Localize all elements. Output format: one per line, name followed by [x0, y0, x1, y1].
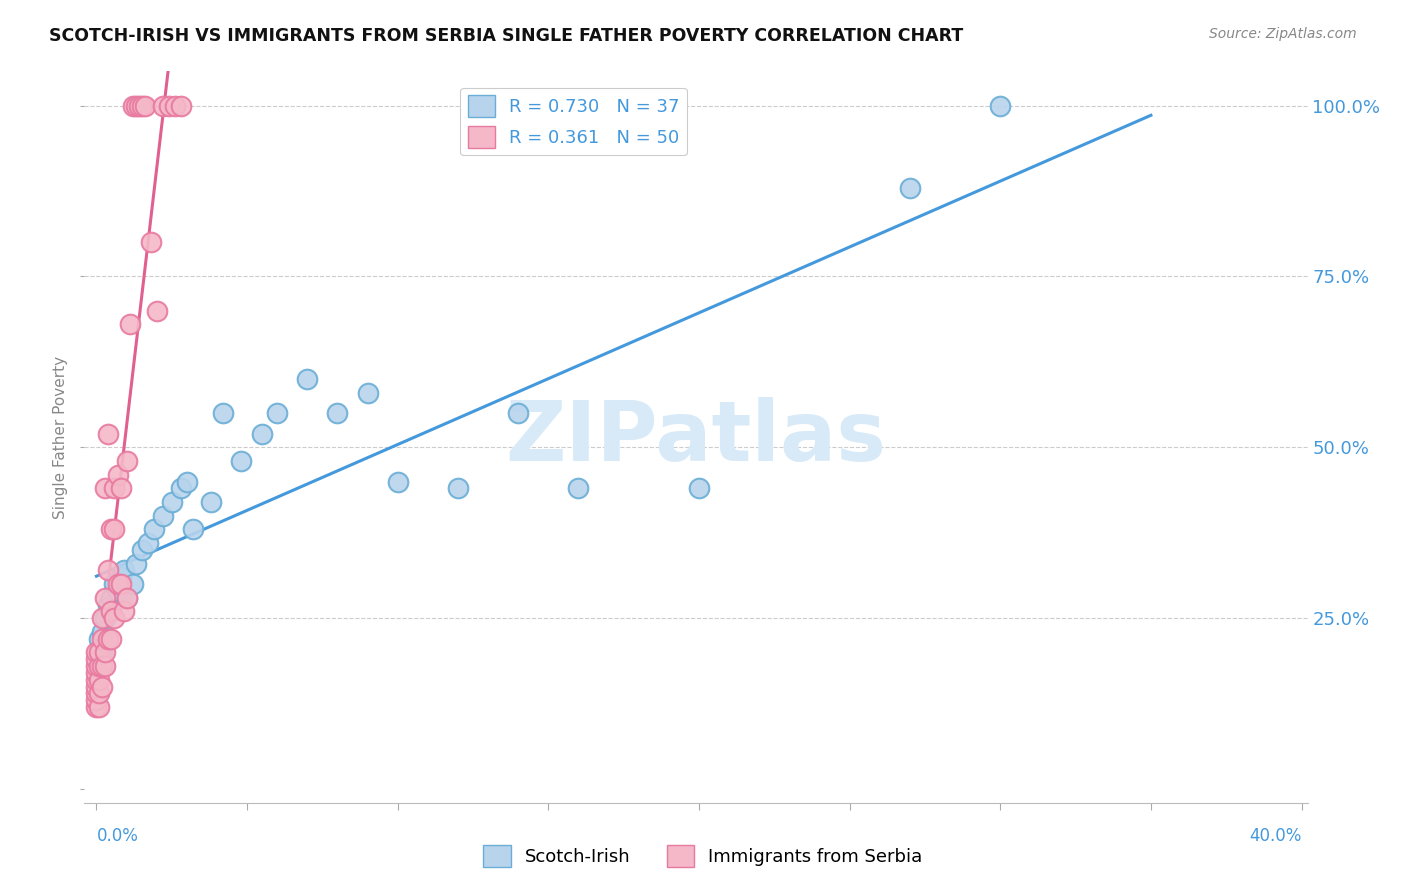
Point — [97, 426, 120, 441]
Point — [142, 522, 165, 536]
Point — [200, 495, 222, 509]
Point — [131, 98, 153, 112]
Point — [152, 508, 174, 523]
Point — [508, 406, 530, 420]
Point — [89, 659, 111, 673]
Point — [91, 611, 114, 625]
Text: SCOTCH-IRISH VS IMMIGRANTS FROM SERBIA SINGLE FATHER POVERTY CORRELATION CHART: SCOTCH-IRISH VS IMMIGRANTS FROM SERBIA S… — [49, 27, 963, 45]
Point — [94, 611, 117, 625]
Point — [86, 700, 108, 714]
Point — [229, 454, 252, 468]
Point — [170, 481, 193, 495]
Point — [94, 659, 117, 673]
Point — [115, 591, 138, 605]
Point — [100, 604, 122, 618]
Point — [115, 454, 138, 468]
Point — [688, 481, 710, 495]
Point — [326, 406, 349, 420]
Point — [447, 481, 470, 495]
Point — [988, 98, 1011, 112]
Point — [115, 591, 138, 605]
Point — [124, 557, 146, 571]
Point — [86, 652, 108, 666]
Point — [97, 632, 120, 646]
Point — [89, 686, 111, 700]
Point — [89, 673, 111, 687]
Point — [181, 522, 204, 536]
Point — [103, 522, 125, 536]
Point — [89, 632, 111, 646]
Point — [91, 680, 114, 694]
Point — [163, 98, 186, 112]
Text: 0.0%: 0.0% — [97, 827, 138, 845]
Point — [110, 577, 132, 591]
Point — [110, 570, 132, 584]
Point — [107, 583, 129, 598]
Point — [160, 495, 183, 509]
Point — [139, 235, 162, 250]
Point — [250, 426, 273, 441]
Point — [152, 98, 174, 112]
Point — [94, 481, 117, 495]
Point — [170, 98, 193, 112]
Point — [134, 98, 156, 112]
Point — [103, 481, 125, 495]
Point — [131, 542, 153, 557]
Point — [86, 680, 108, 694]
Text: 40.0%: 40.0% — [1249, 827, 1302, 845]
Point — [176, 475, 198, 489]
Point — [94, 591, 117, 605]
Point — [103, 611, 125, 625]
Point — [91, 659, 114, 673]
Point — [86, 659, 108, 673]
Point — [100, 591, 122, 605]
Point — [86, 645, 108, 659]
Point — [107, 467, 129, 482]
Point — [97, 563, 120, 577]
Point — [356, 385, 378, 400]
Text: ZIPatlas: ZIPatlas — [506, 397, 886, 477]
Point — [124, 98, 146, 112]
Y-axis label: Single Father Poverty: Single Father Poverty — [53, 356, 69, 518]
Point — [121, 577, 143, 591]
Point — [128, 98, 150, 112]
Point — [86, 693, 108, 707]
Point — [107, 577, 129, 591]
Point — [118, 318, 141, 332]
Point — [121, 98, 143, 112]
Point — [297, 372, 319, 386]
Legend: Scotch-Irish, Immigrants from Serbia: Scotch-Irish, Immigrants from Serbia — [477, 838, 929, 874]
Point — [86, 673, 108, 687]
Point — [100, 522, 122, 536]
Point — [145, 303, 167, 318]
Text: Source: ZipAtlas.com: Source: ZipAtlas.com — [1209, 27, 1357, 41]
Point — [110, 481, 132, 495]
Point — [100, 632, 122, 646]
Point — [91, 645, 114, 659]
Point — [89, 645, 111, 659]
Point — [112, 604, 135, 618]
Point — [112, 563, 135, 577]
Point — [898, 180, 921, 194]
Point — [91, 624, 114, 639]
Legend: R = 0.730   N = 37, R = 0.361   N = 50: R = 0.730 N = 37, R = 0.361 N = 50 — [460, 87, 686, 155]
Point — [86, 665, 108, 680]
Point — [136, 536, 159, 550]
Point — [387, 475, 409, 489]
Point — [86, 686, 108, 700]
Point — [567, 481, 589, 495]
Point — [157, 98, 180, 112]
Point — [94, 645, 117, 659]
Point — [100, 604, 122, 618]
Point — [266, 406, 288, 420]
Point — [97, 598, 120, 612]
Point — [212, 406, 235, 420]
Point — [91, 632, 114, 646]
Point — [103, 577, 125, 591]
Point — [89, 700, 111, 714]
